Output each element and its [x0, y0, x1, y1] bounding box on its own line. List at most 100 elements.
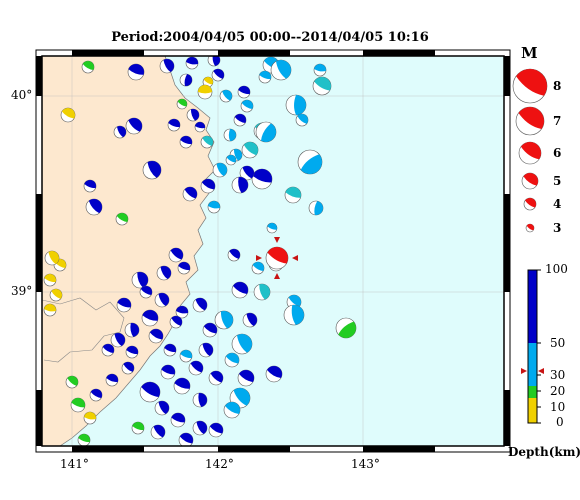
beachball-icon: [207, 200, 221, 214]
beachball-icon: [116, 297, 132, 313]
red-arrow-icon: [274, 237, 280, 243]
beachball-icon: [231, 333, 253, 355]
magnitude-label-6: 6: [553, 146, 562, 160]
beachball-icon: [202, 322, 218, 338]
beachball-icon: [515, 106, 545, 136]
beachball-icon: [179, 135, 193, 149]
beachball-icon: [44, 250, 60, 266]
beachball-icon: [124, 322, 140, 338]
beachball-icon: [70, 397, 86, 413]
beachball-icon: [285, 94, 307, 116]
beachball-icon: [192, 392, 208, 408]
beachball-icon: [312, 76, 332, 96]
beachball-icon: [241, 141, 259, 159]
beachball-icon: [176, 98, 188, 110]
beachball-icon: [265, 365, 283, 383]
beachball-icon: [255, 121, 277, 143]
beachball-icon: [197, 84, 213, 100]
beachball-icon: [43, 273, 57, 287]
beachball-icon: [335, 317, 357, 339]
beachball-icon: [214, 310, 234, 330]
beachball-icon: [194, 121, 206, 133]
land-area: [42, 56, 216, 446]
beachball-icon: [125, 345, 139, 359]
beachball-icon: [186, 108, 200, 122]
beachball-icon: [115, 212, 129, 226]
beachball-icon: [177, 261, 191, 275]
beachball-icon: [185, 56, 199, 70]
beachball-icon: [125, 117, 143, 135]
beachball-icon: [179, 349, 193, 363]
beachball-icon: [200, 135, 214, 149]
beachball-icon: [265, 246, 289, 270]
beachball-icon: [121, 361, 135, 375]
depth-tick-30: 30: [550, 368, 566, 382]
beachball-icon: [237, 369, 255, 387]
beachball-icon: [160, 364, 176, 380]
beachball-icon: [295, 113, 309, 127]
beachball-icon: [512, 68, 548, 104]
beachball-icon: [240, 99, 254, 113]
beachball-icon: [43, 303, 57, 317]
depth-colorbar: [521, 269, 544, 424]
depth-tick-100: 100: [545, 262, 568, 276]
beachball-icon: [523, 197, 537, 211]
beachball-icon: [113, 125, 127, 139]
beachball-icon: [211, 68, 225, 82]
beachball-icon: [251, 168, 273, 190]
beachball-icon: [141, 309, 159, 327]
beachball-icon: [224, 352, 240, 368]
lon-label-142: 142°: [205, 457, 234, 471]
depth-tick-10: 10: [550, 400, 566, 414]
beachball-icon: [525, 223, 535, 233]
lon-label-143: 143°: [351, 457, 380, 471]
beachball-icon: [192, 420, 208, 436]
beachball-icon: [521, 172, 539, 190]
beachball-icon: [173, 377, 191, 395]
beachball-icon: [168, 247, 184, 263]
beachball-icon: [212, 162, 228, 178]
beachball-icon: [131, 271, 149, 289]
beachball-icon: [253, 283, 271, 301]
beachball-icon: [266, 222, 278, 234]
magnitude-label-7: 7: [553, 114, 562, 128]
beachball-icon: [258, 70, 272, 84]
beachball-icon: [127, 63, 145, 81]
beachball-icon: [283, 304, 305, 326]
lat-label-40: 40°: [11, 88, 33, 102]
beachball-icon: [239, 165, 255, 181]
depth-tick-20: 20: [550, 384, 566, 398]
beachball-icon: [223, 128, 237, 142]
beachball-icon: [131, 421, 145, 435]
depth-tick-0: 0: [556, 415, 564, 429]
map-title: Period:2004/04/05 00:00--2014/04/05 10:1…: [111, 30, 429, 45]
beachball-icon: [208, 370, 224, 386]
beachball-icon: [219, 89, 233, 103]
beachball-icon: [225, 154, 237, 166]
beachball-icon: [85, 198, 103, 216]
beachball-icon: [182, 186, 198, 202]
beachball-icon: [150, 424, 166, 440]
beachball-icon: [233, 113, 247, 127]
depth-tick-50: 50: [550, 336, 566, 350]
beachball-icon: [142, 160, 162, 180]
red-arrow-icon: [521, 368, 527, 374]
beachball-icon: [518, 141, 542, 165]
beachball-icon: [83, 411, 97, 425]
beachball-icon: [175, 305, 189, 319]
beachball-icon: [65, 375, 79, 389]
beachball-icon: [154, 292, 170, 308]
beachball-icon: [167, 118, 181, 132]
beachball-icon: [105, 373, 119, 387]
beachball-icon: [81, 60, 95, 74]
beachball-icon: [179, 73, 193, 87]
beachball-icon: [242, 312, 258, 328]
beachball-icon: [60, 107, 76, 123]
earthquake-mechanisms: [43, 56, 357, 446]
beachball-icon: [156, 265, 172, 281]
magnitude-legend: [512, 68, 548, 233]
beachball-icon: [313, 63, 327, 77]
magnitude-label-4: 4: [553, 197, 562, 211]
beachball-icon: [178, 432, 194, 446]
